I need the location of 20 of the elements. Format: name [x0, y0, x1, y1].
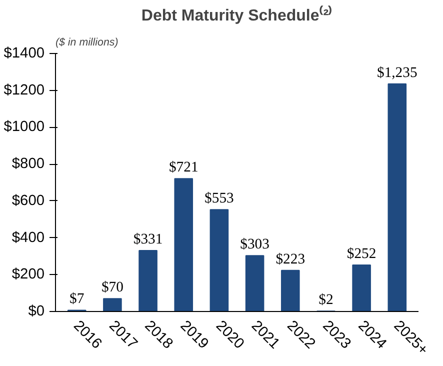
y-tick-label: $1400 [4, 46, 45, 62]
data-label: $2 [318, 292, 334, 308]
y-tick-label: $200 [12, 266, 45, 283]
y-tick-label: $800 [12, 156, 45, 172]
y-tick-label: $600 [12, 192, 45, 209]
data-label: $721 [168, 160, 198, 176]
y-tick-label: $1200 [4, 82, 45, 98]
data-label: $223 [276, 251, 306, 268]
y-tick-label: $1000 [4, 119, 45, 136]
data-label: $252 [346, 246, 376, 262]
chart-subtitle: ($ in millions) [56, 36, 118, 48]
data-label: $331 [133, 232, 163, 248]
data-label: $70 [101, 280, 124, 296]
y-tick-label: $0 [28, 304, 45, 320]
y-tick-label: $400 [12, 230, 45, 246]
data-label: $553 [204, 190, 234, 207]
data-label: $1,235 [376, 64, 418, 81]
data-label: $303 [240, 236, 270, 253]
chart-title: Debt Maturity Schedule⁽²⁾ [141, 6, 333, 24]
data-label: $7 [70, 291, 84, 308]
